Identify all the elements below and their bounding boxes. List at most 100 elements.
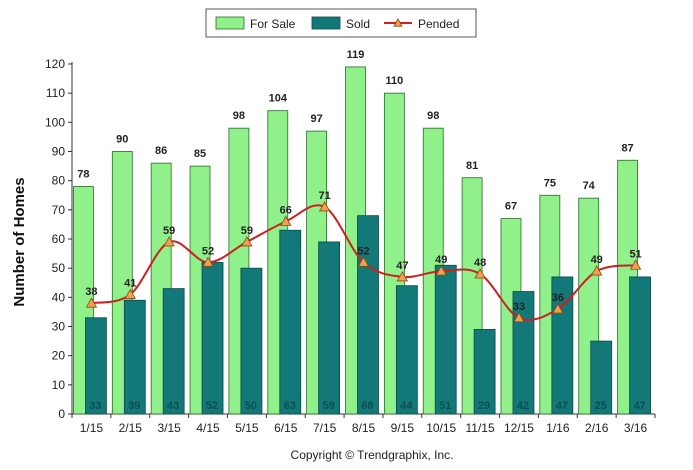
x-tick-label: 5/15 [235, 421, 259, 435]
sold-bar [85, 317, 107, 415]
pended-marker [318, 201, 331, 212]
pended-value-label: 49 [435, 254, 447, 266]
pended-value-label: 71 [319, 190, 331, 202]
for-sale-value-label: 110 [385, 75, 403, 87]
sold-value-label: 39 [128, 400, 140, 412]
legend-label-pended: Pended [418, 17, 459, 31]
sold-bar [395, 285, 418, 415]
for-sale-value-label: 67 [505, 201, 517, 213]
for-sale-value-label: 81 [466, 160, 478, 172]
sold-bar [473, 329, 496, 415]
pended-value-label: 66 [280, 205, 292, 217]
for-sale-value-label: 98 [427, 110, 439, 122]
sold-value-label: 47 [633, 400, 645, 412]
sold-value-label: 47 [556, 400, 568, 412]
x-tick-label: 2/16 [585, 421, 609, 435]
sold-bar [629, 276, 651, 415]
y-tick-label: 40 [52, 290, 66, 304]
sold-value-label: 44 [400, 400, 413, 412]
for-sale-value-label: 78 [77, 169, 89, 181]
for-sale-value-label: 119 [347, 49, 365, 61]
sold-bar [590, 340, 613, 415]
pended-marker [124, 288, 136, 299]
y-tick-label: 10 [52, 378, 66, 392]
x-tick-label: 6/15 [274, 421, 298, 435]
sold-bar [434, 264, 457, 415]
sold-bar [318, 241, 341, 415]
y-tick-label: 0 [58, 407, 65, 421]
pended-marker [629, 259, 642, 270]
for-sale-value-label: 98 [233, 110, 245, 122]
sold-bar [240, 267, 263, 415]
y-tick-label: 20 [52, 349, 66, 363]
plot-area: 0 10 20 30 40 50 60 70 80 90 100 110 120 1/15 2/15 3/15… [45, 49, 656, 435]
pended-value-label: 52 [202, 245, 214, 257]
pended-value-label: 33 [513, 301, 525, 313]
sold-value-label: 33 [89, 400, 101, 412]
for-sale-value-label: 97 [311, 113, 323, 125]
legend-label-for-sale: For Sale [250, 17, 296, 31]
sold-value-label: 43 [167, 400, 179, 412]
pended-marker [552, 303, 564, 314]
pended-value-label: 47 [396, 260, 408, 272]
y-tick-label: 50 [52, 261, 66, 275]
x-tick-label: 1/15 [80, 421, 104, 435]
pended-marker [435, 265, 447, 276]
pended-marker [591, 265, 603, 276]
for-sale-value-label: 74 [583, 180, 596, 192]
x-tick-label: 2/15 [119, 421, 143, 435]
pended-marker [513, 311, 525, 323]
sold-value-label: 68 [361, 400, 373, 412]
for-sale-value-label: 104 [269, 93, 288, 105]
sold-value-label: 52 [206, 400, 218, 412]
pended-value-label: 36 [552, 292, 564, 304]
pended-value-label: 59 [163, 225, 175, 237]
y-tick-label: 60 [52, 232, 66, 246]
y-tick-label: 90 [52, 145, 66, 159]
x-tick-label: 3/15 [157, 421, 181, 435]
y-tick-label: 100 [45, 115, 65, 129]
sold-bar [279, 229, 302, 415]
pended-marker [241, 236, 253, 247]
sold-value-label: 63 [284, 400, 296, 412]
pended-value-label: 38 [85, 286, 97, 298]
pended-value-label: 59 [241, 225, 253, 237]
pended-marker [163, 236, 175, 247]
x-tick-label: 11/15 [466, 421, 495, 435]
x-tick-label: 8/15 [352, 421, 376, 435]
sold-value-label: 59 [323, 400, 335, 412]
pended-value-label: 41 [124, 277, 136, 289]
x-tick-label: 1/16 [546, 421, 570, 435]
for-sale-value-label: 87 [621, 142, 633, 154]
for-sale-value-label: 85 [194, 148, 206, 160]
pended-marker [85, 297, 98, 308]
for-sale-value-label: 90 [116, 134, 128, 146]
pended-value-label: 51 [629, 248, 641, 260]
pended-marker [474, 268, 486, 279]
pended-value-label: 49 [591, 254, 603, 266]
y-tick-label: 80 [52, 174, 66, 188]
sold-bar [201, 261, 224, 415]
y-axis-label: Number of Homes [11, 177, 28, 306]
pended-marker [357, 256, 370, 267]
legend-box [205, 8, 477, 38]
sold-bar [123, 299, 146, 415]
sold-value-label: 51 [439, 400, 451, 412]
y-tick-label: 120 [45, 57, 65, 71]
pended-marker [202, 256, 214, 267]
legend-marker-pended [393, 18, 403, 27]
x-tick-label: 4/15 [196, 421, 220, 435]
copyright-footer: Copyright © Trendgraphix, Inc. [291, 448, 454, 462]
sold-value-label: 25 [595, 400, 607, 412]
y-tick-label: 70 [52, 203, 66, 217]
pended-value-label: 48 [474, 257, 486, 269]
sold-value-label: 42 [517, 400, 529, 412]
sold-bar [162, 288, 185, 415]
x-tick-label: 9/15 [391, 421, 415, 435]
x-tick-label: 12/15 [504, 421, 534, 435]
x-tick-label: 7/15 [313, 421, 337, 435]
y-tick-label: 110 [46, 86, 65, 100]
pended-marker [280, 215, 292, 226]
for-sale-value-label: 75 [544, 177, 556, 189]
